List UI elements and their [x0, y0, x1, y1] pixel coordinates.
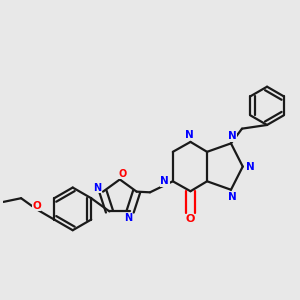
Text: N: N: [228, 192, 236, 202]
Text: O: O: [32, 201, 41, 211]
Text: N: N: [160, 176, 169, 186]
Text: O: O: [186, 214, 195, 224]
Text: N: N: [185, 130, 194, 140]
Text: N: N: [93, 183, 101, 193]
Text: N: N: [228, 131, 236, 141]
Text: N: N: [247, 162, 255, 172]
Text: N: N: [124, 213, 132, 223]
Text: O: O: [118, 169, 127, 178]
